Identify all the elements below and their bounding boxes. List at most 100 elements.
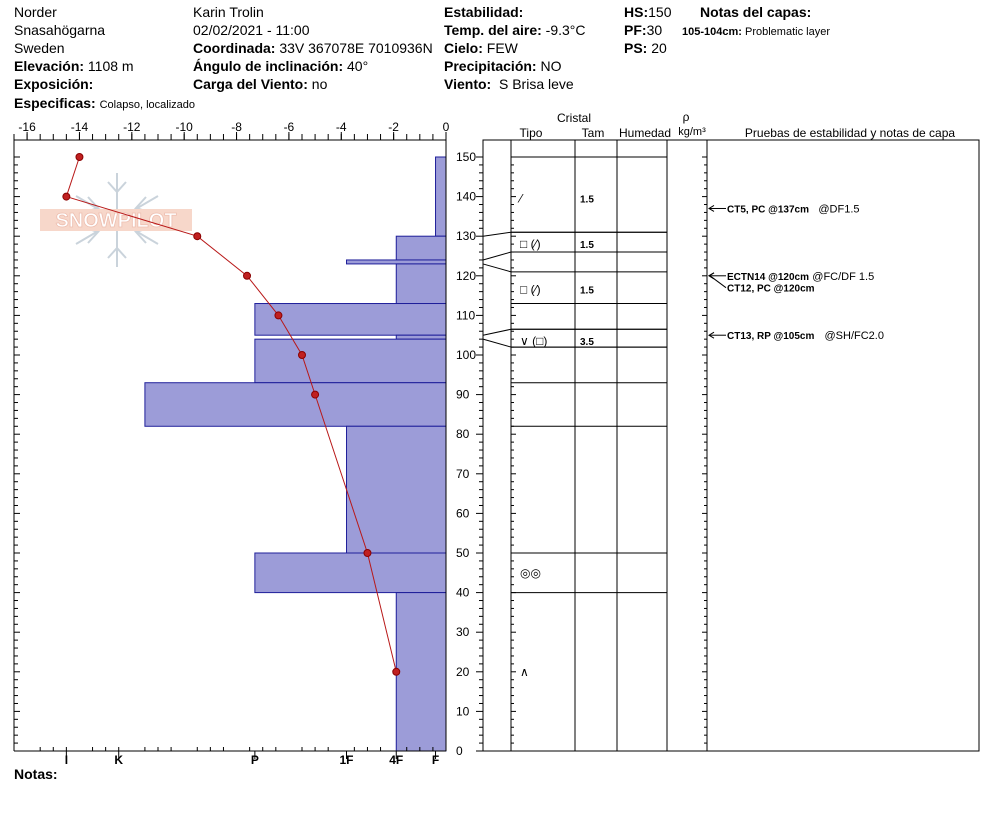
observer: Karin Trolin: [193, 4, 264, 20]
hardness-tick-label: 4F: [389, 753, 403, 767]
column-headers: Cristal Tipo Tam Humedad ρ kg/m³ Pruebas…: [520, 110, 956, 140]
height-tick-label: 150: [456, 150, 476, 164]
pf-label: PF:: [624, 22, 647, 38]
stability: Estabilidad:: [444, 4, 523, 20]
datetime: 02/02/2021 - 11:00: [193, 22, 310, 38]
height-tick-label: 140: [456, 190, 476, 204]
hs-label: HS:: [624, 4, 649, 20]
hardness-bar-10: [395, 592, 447, 752]
test-detail: @DF1.5: [818, 203, 859, 215]
hardness-tick-label: P: [251, 753, 259, 767]
test-detail: @SH/FC2.0: [825, 330, 884, 342]
hardness-tick-label: F: [432, 753, 439, 767]
height-tick-label: 0: [456, 744, 463, 758]
height-tick-label: 120: [456, 269, 476, 283]
temperature-point: [75, 153, 84, 161]
test-arrow-head: [708, 331, 715, 339]
temp-tick-label: -16: [18, 120, 36, 134]
specifics: Especificas: Colapso, localizado: [14, 95, 195, 113]
sky: Cielo: FEW: [444, 40, 518, 56]
test-code: CT5, PC @137cm: [727, 204, 809, 215]
layer-boundaries: [482, 156, 667, 594]
height-tick-label: 40: [456, 586, 470, 600]
hardness-bar-4: [254, 303, 447, 336]
sky-label: Cielo:: [444, 40, 483, 56]
temperature-point: [193, 232, 202, 241]
layer-connector: [482, 231, 512, 237]
hardness-bar-2: [346, 259, 447, 265]
air-temp: Temp. del aire: -9.3°C: [444, 22, 586, 38]
height-tick-label: 80: [456, 427, 470, 441]
elevation-value: 1108 m: [87, 58, 134, 74]
elevation-label: Elevación:: [14, 58, 85, 74]
crystal-type: □ (⁄): [520, 237, 541, 251]
crystal-type: ⁄: [517, 192, 524, 206]
height-tick-label: 30: [456, 625, 470, 639]
layer-table: [482, 139, 980, 752]
air-temp-value: -9.3°C: [545, 22, 586, 38]
density-unit-header: kg/m³: [678, 126, 706, 138]
temperature-profile: [62, 153, 401, 676]
height-tick-label: 10: [456, 704, 470, 718]
height-tick-label: 130: [456, 229, 476, 243]
stability-label: Estabilidad:: [444, 4, 524, 20]
height-tick-label: 100: [456, 348, 476, 362]
temperature-point: [243, 271, 252, 280]
pf-value: 30: [646, 22, 663, 38]
watermark-band: [40, 209, 192, 231]
stability-tests: CT5, PC @137cm @DF1.5 ECTN14 @120cm @FC/DF …: [708, 203, 884, 342]
specifics-value: Colapso, localizado: [99, 99, 195, 111]
temp-tick-label: -12: [123, 120, 141, 134]
pf: PF:30: [624, 22, 662, 38]
coordinate-value: 33V 367078E 7010936N: [279, 40, 433, 56]
slope-value: 40°: [347, 58, 369, 74]
coordinate: Coordinada: 33V 367078E 7010936N: [193, 40, 433, 56]
snowpilot-watermark: SNOWPILOT: [40, 173, 192, 267]
slope-label: Ángulo de inclinación:: [193, 58, 344, 74]
wind-value: S Brisa leve: [498, 76, 574, 92]
test-arrow-head: [708, 205, 715, 212]
wind-load-label: Carga del Viento:: [193, 76, 308, 92]
layer-connector: [482, 263, 512, 273]
hardness-bars: [144, 156, 447, 752]
tam-header: Tam: [582, 126, 605, 140]
test-code: CT13, RP @105cm: [727, 331, 814, 342]
crystal-size: 1.5: [580, 195, 594, 206]
watermark-text: SNOWPILOT: [55, 210, 176, 232]
height-tick-label: 20: [456, 665, 470, 679]
tipo-header: Tipo: [520, 126, 543, 140]
temp-tick-label: -6: [284, 120, 295, 134]
layer-notes-title: Notas del capas:: [700, 4, 812, 20]
humedad-header: Humedad: [619, 126, 671, 140]
temperature-point: [62, 192, 71, 201]
location-site: Snasahögarna: [14, 22, 106, 38]
ps-label: PS:: [624, 40, 648, 56]
height-axis: 0 10 20 30 40 50 60 70 80 90 100 110 120 130 140 150: [14, 150, 707, 758]
precip-label: Precipitación:: [444, 58, 537, 74]
temperature-point: [311, 390, 320, 399]
crystal-column: ⁄ 1.5 □ (⁄) 1.5 □ (⁄) 1.5 ∨ (□) 3.5 ◎◎ ∧: [517, 192, 594, 679]
notes-label: Notas:: [14, 766, 58, 782]
crystal-size: 1.5: [580, 240, 594, 251]
hardness-bar-0: [435, 156, 447, 237]
crystal-size: 1.5: [580, 286, 594, 297]
aspect-label: Exposición:: [14, 76, 94, 92]
hardness-tick-label: K: [114, 753, 123, 767]
ps: PS: 20: [624, 40, 667, 56]
location-country: Sweden: [14, 40, 65, 56]
wind-load-value: no: [311, 76, 328, 92]
rho-header: ρ: [683, 110, 690, 124]
cristal-header: Cristal: [557, 111, 591, 125]
precipitation: Precipitación: NO: [444, 58, 561, 74]
temp-tick-label: -2: [388, 120, 399, 134]
temperature-point: [274, 311, 283, 320]
crystal-type: ∨ (□): [520, 334, 547, 348]
specifics-label: Especificas:: [14, 95, 96, 111]
temperature-point: [363, 549, 372, 557]
layer-connector: [482, 328, 512, 336]
table-border: [482, 139, 980, 752]
hardness-bar-7: [144, 382, 447, 427]
temperature-point: [392, 667, 401, 676]
ps-value: 20: [651, 40, 667, 56]
